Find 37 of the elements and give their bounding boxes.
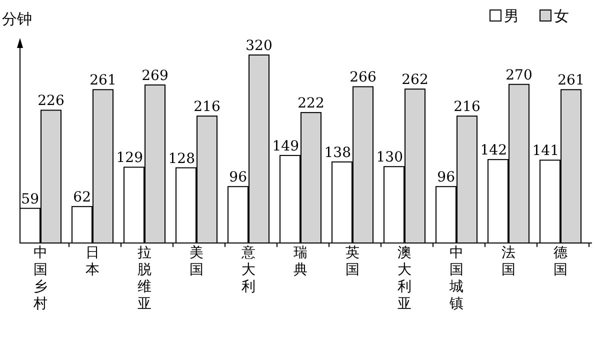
data-label: 320 — [246, 38, 272, 54]
data-label: 138 — [324, 144, 351, 161]
data-label: 216 — [454, 99, 480, 116]
data-label: 226 — [38, 93, 64, 110]
y-axis-title: 分钟 — [2, 10, 32, 28]
x-tick-label: 中国城镇 — [448, 245, 464, 312]
x-tick-label: 德国 — [554, 245, 568, 278]
data-label: 62 — [73, 190, 91, 206]
x-tick-label: 法国 — [502, 245, 516, 278]
x-tick-label: 美国 — [190, 245, 204, 278]
data-label: 129 — [116, 150, 143, 166]
x-tick-label: 日本 — [86, 245, 100, 278]
x-tick-label: 瑞典 — [294, 245, 308, 278]
x-tick-label: 意大利 — [240, 245, 256, 295]
x-tick-label: 澳大利亚 — [398, 245, 412, 312]
data-label: 222 — [298, 96, 324, 112]
x-tick-label: 中国乡村 — [32, 245, 48, 312]
data-label: 130 — [376, 150, 403, 166]
data-label: 59 — [21, 191, 39, 208]
data-label: 216 — [194, 99, 220, 116]
data-label: 266 — [350, 70, 376, 86]
data-label: 96 — [437, 170, 456, 186]
x-tick-label: 英国 — [346, 245, 360, 278]
data-label: 128 — [168, 150, 195, 167]
data-label: 261 — [558, 72, 584, 89]
data-label: 141 — [532, 143, 559, 160]
data-label: 269 — [142, 68, 168, 84]
data-label: 96 — [229, 170, 248, 186]
plot: 59 62 129 128 96 149 138 130 96 142 141 226 261 269 216 320 222 266 262 216 270 261 — [20, 38, 584, 244]
legend-label: 男 — [504, 7, 519, 25]
data-label: 262 — [402, 72, 428, 88]
data-label: 270 — [506, 67, 532, 84]
data-label: 261 — [90, 72, 116, 89]
x-tick-label: 拉脱维亚 — [138, 245, 152, 312]
data-label: 149 — [272, 138, 299, 154]
legend-label: 女 — [554, 7, 569, 25]
data-label: 142 — [480, 142, 507, 159]
